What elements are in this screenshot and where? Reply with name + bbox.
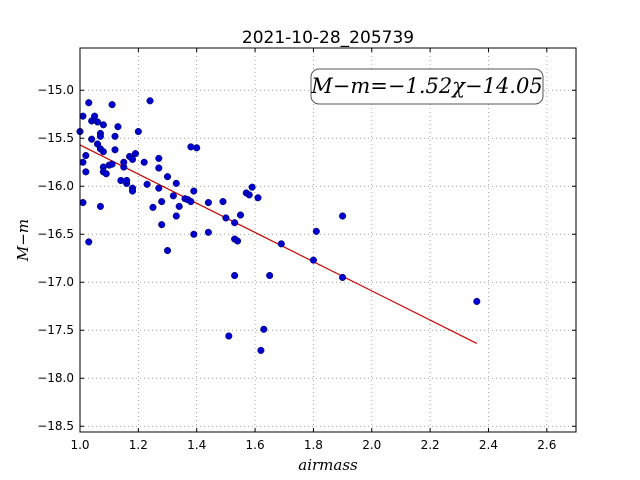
data-point	[190, 230, 198, 238]
x-tick-label: 1.6	[246, 438, 265, 452]
data-point	[473, 297, 481, 305]
x-tick-label: 2.6	[537, 438, 556, 452]
data-point	[93, 118, 102, 126]
x-tick-label: 2.2	[421, 438, 440, 452]
grid-lines	[79, 48, 576, 432]
data-points	[76, 97, 481, 354]
data-point	[158, 198, 166, 206]
y-tick-label: −16.5	[37, 227, 74, 241]
data-point	[79, 199, 87, 207]
y-tick-label: −15.5	[37, 131, 74, 145]
data-point	[260, 325, 268, 333]
data-point	[187, 143, 195, 151]
data-point	[114, 123, 122, 131]
data-point	[155, 154, 163, 162]
data-point	[82, 168, 90, 176]
data-point	[219, 198, 227, 206]
data-point	[146, 97, 154, 105]
x-tick-label: 2.4	[479, 438, 498, 452]
y-tick-label: −15.0	[37, 83, 74, 97]
data-point	[131, 150, 139, 158]
chart-title: 2021-10-28_205739	[242, 28, 414, 48]
data-point	[234, 237, 242, 245]
data-point	[187, 198, 195, 206]
data-point	[82, 151, 90, 160]
data-point	[222, 214, 230, 222]
data-point	[231, 271, 239, 280]
data-point	[108, 160, 116, 168]
data-point	[123, 176, 131, 185]
data-point	[266, 271, 274, 280]
x-tick-label: 1.0	[70, 438, 89, 452]
data-point	[231, 219, 239, 227]
x-tick-label: 1.2	[129, 438, 148, 452]
data-point	[175, 202, 183, 210]
data-point	[96, 202, 104, 210]
data-point	[108, 101, 116, 109]
y-axis-label: M−m	[14, 219, 32, 262]
data-point	[339, 273, 347, 281]
data-point	[204, 199, 212, 207]
y-tick-label: −18.5	[37, 419, 74, 433]
data-point	[163, 173, 172, 181]
data-point	[277, 240, 285, 248]
fit-annotation: M−m=−1.52χ−14.05	[310, 68, 544, 105]
data-point	[102, 170, 110, 178]
data-point	[204, 228, 212, 236]
annotation-box	[310, 68, 544, 105]
data-point	[143, 180, 151, 188]
data-point	[79, 112, 87, 120]
data-point	[254, 194, 262, 202]
y-tick-label: −17.0	[37, 275, 74, 289]
data-point	[120, 158, 128, 166]
data-point	[169, 192, 177, 200]
data-point	[134, 127, 142, 136]
data-point	[163, 247, 172, 255]
x-tick-label: 1.4	[187, 438, 206, 452]
data-point	[172, 179, 180, 187]
data-point	[193, 144, 201, 152]
data-point	[190, 187, 198, 195]
data-point	[99, 148, 107, 156]
data-point	[128, 187, 137, 195]
y-tick-label: −18.0	[37, 371, 74, 385]
data-point	[149, 203, 157, 211]
data-point	[257, 346, 265, 354]
y-tick-label: −16.0	[37, 179, 74, 193]
data-point	[172, 212, 180, 220]
axis-ticks: 1.0 1.2 1.4 1.6 1.8 2.0 2.2 2.4 2.6 −15.0 −15.5 −16…	[37, 48, 576, 452]
data-point	[248, 183, 256, 191]
annotation-text: M−m=−1.52χ−14.05	[310, 74, 542, 98]
data-point	[88, 135, 96, 143]
data-point	[309, 256, 317, 264]
data-point	[225, 332, 233, 340]
data-point	[79, 158, 87, 166]
data-point	[140, 158, 148, 166]
data-point	[236, 211, 245, 219]
data-point	[111, 132, 119, 140]
data-point	[96, 132, 104, 140]
data-point	[245, 191, 253, 199]
data-point	[85, 99, 93, 107]
y-tick-label: −17.5	[37, 323, 74, 337]
data-point	[158, 221, 166, 229]
data-point	[99, 121, 107, 129]
data-point	[339, 212, 347, 220]
data-point	[85, 238, 93, 246]
data-point	[312, 227, 320, 235]
x-axis-label: airmass	[298, 456, 358, 474]
data-point	[128, 155, 137, 163]
x-tick-label: 1.8	[304, 438, 323, 452]
data-point	[155, 184, 163, 192]
x-tick-label: 2.0	[362, 438, 381, 452]
data-point	[91, 112, 99, 120]
plot-frame	[79, 47, 577, 433]
data-point	[111, 146, 119, 154]
data-point	[155, 164, 163, 172]
